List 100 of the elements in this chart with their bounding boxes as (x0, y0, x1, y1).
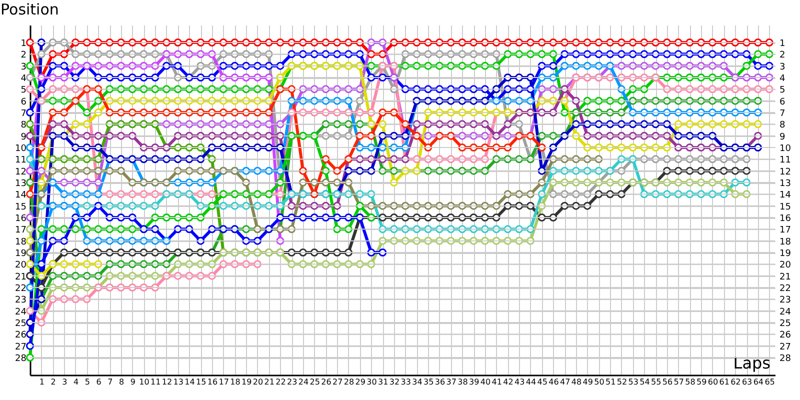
y2-tick-label: 1 (780, 39, 786, 49)
x-tick-label: 29 (355, 378, 366, 386)
x-tick-label: 37 (446, 378, 456, 386)
x-tick-label: 32 (389, 378, 400, 386)
x-axis-title: Laps (733, 354, 770, 372)
x-tick-label: 49 (582, 378, 593, 386)
y2-tick-label: 13 (780, 179, 791, 189)
x-tick-label: 56 (662, 378, 673, 386)
y2-tick-label: 19 (780, 249, 792, 259)
x-tick-label: 34 (412, 378, 422, 386)
y-tick-label: 21 (15, 272, 26, 282)
x-tick-label: 46 (548, 378, 559, 386)
y-tick-label: 20 (15, 260, 27, 271)
y2-tick-label: 12 (780, 167, 791, 178)
y-tick-label: 22 (15, 284, 26, 294)
x-tick-label: 33 (400, 378, 411, 386)
y2-tick-label: 15 (780, 202, 791, 212)
x-tick-label: 23 (287, 378, 298, 386)
y-tick-label: 16 (15, 214, 27, 224)
x-tick-label: 22 (276, 378, 286, 386)
y-tick-label: 23 (15, 296, 26, 306)
y-tick-label: 9 (20, 132, 27, 142)
x-tick-label: 58 (685, 378, 696, 386)
x-tick-label: 16 (207, 378, 218, 386)
x-tick-label: 40 (480, 378, 491, 386)
y2-tick-label: 10 (780, 144, 792, 154)
y2-tick-label: 11 (780, 156, 791, 166)
x-tick-label: 43 (514, 378, 525, 386)
y-tick-label: 10 (15, 144, 27, 154)
y2-tick-label: 7 (780, 109, 786, 119)
x-tick-label: 13 (173, 378, 184, 386)
y2-tick-label: 4 (780, 74, 786, 84)
x-tick-label: 48 (571, 378, 582, 386)
x-tick-label: 24 (298, 378, 309, 386)
x-tick-label: 61 (719, 378, 730, 386)
x-tick-label: 1 (39, 378, 44, 386)
x-tick-label: 31 (378, 378, 388, 386)
y-tick-label: 24 (15, 307, 27, 318)
x-tick-label: 25 (310, 378, 320, 386)
x-tick-label: 57 (674, 378, 684, 386)
x-tick-label: 8 (118, 378, 124, 386)
x-tick-label: 62 (730, 378, 741, 386)
x-tick-label: 14 (184, 378, 195, 386)
x-tick-label: 42 (503, 378, 514, 386)
y-tick-label: 17 (15, 226, 26, 236)
y-tick-label: 3 (20, 62, 26, 72)
y2-tick-label: 9 (780, 132, 786, 142)
y-axis-title: Position (0, 0, 59, 18)
x-tick-label: 59 (696, 378, 707, 386)
y-tick-label: 2 (20, 50, 26, 61)
x-tick-label: 7 (108, 378, 113, 386)
x-tick-label: 15 (196, 378, 206, 386)
x-tick-label: 2 (50, 378, 56, 386)
y-tick-label: 6 (20, 97, 27, 108)
y-tick-label: 8 (20, 120, 27, 131)
x-tick-label: 11 (150, 378, 161, 386)
x-tick-label: 63 (742, 378, 752, 386)
y2-tick-label: 14 (780, 190, 792, 201)
x-tick-label: 28 (344, 378, 354, 386)
x-tick-label: 64 (753, 378, 764, 386)
y2-tick-label: 2 (780, 50, 786, 61)
x-tick-label: 45 (537, 378, 548, 386)
x-tick-label: 10 (139, 378, 150, 386)
x-tick-label: 12 (162, 378, 172, 386)
x-tick-label: 6 (96, 378, 102, 386)
x-tick-label: 17 (218, 378, 229, 386)
x-tick-label: 5 (84, 378, 90, 386)
y-tick-label: 4 (20, 74, 27, 84)
x-tick-label: 51 (605, 378, 616, 386)
y2-tick-label: 3 (780, 62, 786, 72)
x-tick-label: 52 (616, 378, 628, 386)
x-tick-label: 20 (252, 378, 264, 386)
y2-tick-label: 23 (780, 296, 791, 306)
y-tick-label: 11 (15, 156, 26, 166)
y2-tick-label: 18 (780, 237, 792, 248)
x-tick-label: 39 (468, 378, 480, 386)
y2-tick-label: 17 (780, 226, 791, 236)
y-tick-label: 25 (15, 319, 26, 329)
y2-tick-label: 25 (780, 319, 791, 329)
x-tick-label: 50 (594, 378, 604, 386)
y2-tick-label: 22 (780, 284, 791, 294)
x-tick-label: 18 (230, 378, 240, 386)
x-tick-label: 44 (526, 378, 536, 386)
y2-tick-label: 20 (780, 260, 792, 271)
x-tick-label: 60 (708, 378, 718, 386)
y-tick-label: 26 (15, 330, 27, 341)
x-tick-label: 35 (424, 378, 434, 386)
y-tick-label: 18 (15, 237, 27, 248)
x-tick-label: 41 (492, 378, 502, 386)
y2-tick-label: 24 (780, 307, 792, 318)
y2-tick-label: 27 (780, 342, 791, 352)
y-tick-label: 15 (15, 202, 26, 212)
x-tick-label: 55 (650, 378, 662, 386)
x-tick-label: 53 (628, 378, 638, 386)
x-tick-label: 36 (434, 378, 446, 386)
x-tick-label: 30 (366, 378, 377, 386)
y2-tick-label: 21 (780, 272, 791, 282)
y-tick-label: 19 (15, 249, 27, 259)
y2-tick-label: 28 (780, 354, 792, 364)
x-tick-label: 27 (332, 378, 343, 386)
